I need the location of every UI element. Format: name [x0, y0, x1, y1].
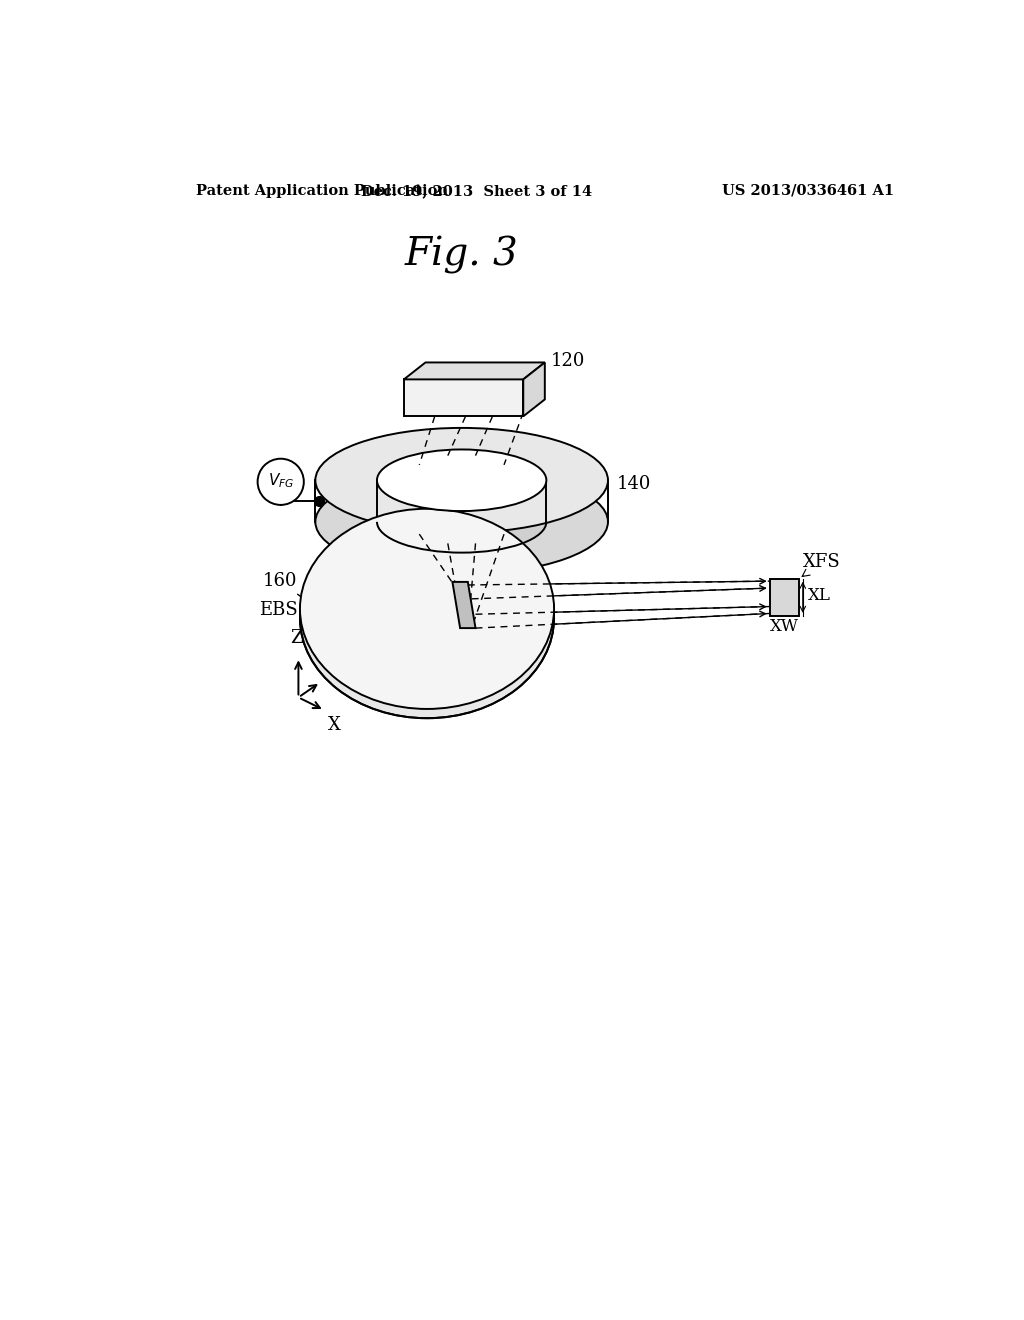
Text: XFS: XFS [802, 553, 841, 577]
Text: Fig. 3: Fig. 3 [404, 236, 518, 273]
Circle shape [258, 459, 304, 506]
Ellipse shape [315, 470, 608, 574]
Text: $V_{FG}$: $V_{FG}$ [267, 471, 294, 490]
Ellipse shape [315, 428, 608, 532]
Text: XW: XW [770, 618, 799, 635]
Text: Z: Z [291, 630, 303, 647]
Text: 140: 140 [617, 475, 651, 494]
Polygon shape [453, 582, 475, 628]
Text: Dec. 19, 2013  Sheet 3 of 14: Dec. 19, 2013 Sheet 3 of 14 [361, 183, 593, 198]
Text: XL: XL [808, 587, 831, 605]
Polygon shape [523, 363, 545, 416]
Text: Y: Y [326, 660, 338, 678]
Text: US 2013/0336461 A1: US 2013/0336461 A1 [722, 183, 894, 198]
Text: 120: 120 [551, 352, 586, 370]
Text: EBS: EBS [259, 599, 455, 619]
Ellipse shape [300, 517, 554, 718]
Polygon shape [403, 379, 523, 416]
Ellipse shape [377, 491, 547, 553]
Text: 160: 160 [263, 572, 309, 603]
Text: X: X [329, 717, 341, 734]
Text: Patent Application Publication: Patent Application Publication [196, 183, 449, 198]
Ellipse shape [377, 449, 547, 511]
Ellipse shape [300, 508, 554, 709]
Polygon shape [403, 363, 545, 379]
Polygon shape [770, 579, 799, 615]
